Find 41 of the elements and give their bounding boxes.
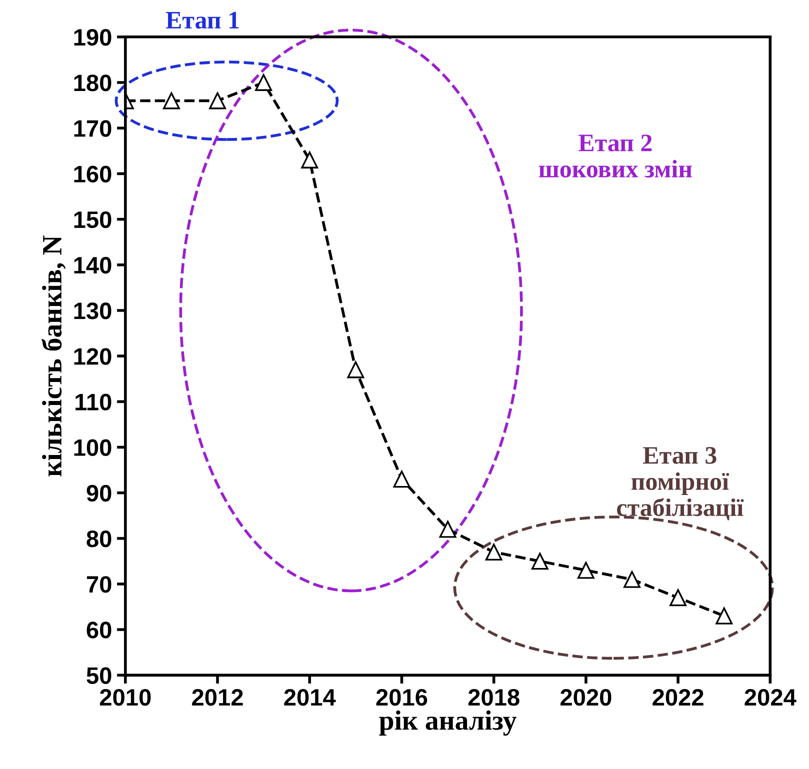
x-tick-label: 2012: [192, 689, 243, 706]
y-tick-label: 50: [86, 667, 112, 684]
y-tick-label: 170: [74, 120, 112, 137]
point: [301, 152, 318, 168]
point: [393, 470, 410, 488]
x-axis-title: рік аналізу: [379, 710, 516, 736]
point: [670, 589, 687, 606]
y-tick-label: 110: [76, 394, 112, 410]
x-tick-label: 2024: [744, 689, 796, 706]
x-tick-label: 2018: [468, 689, 520, 706]
y-tick-label: 190: [74, 28, 112, 46]
point: [162, 92, 180, 110]
x-tick-label: 2014: [284, 689, 336, 706]
point: [347, 361, 364, 378]
point: [577, 562, 594, 579]
point: [255, 74, 272, 91]
y-tick-label: 90: [86, 484, 112, 502]
y-tick-label: 120: [74, 348, 112, 365]
y-tick-label: 80: [86, 530, 112, 548]
x-tick-label: 2020: [560, 689, 612, 706]
point: [716, 607, 733, 624]
point: [485, 544, 502, 561]
y-tick-label: 180: [74, 74, 112, 92]
point: [209, 92, 226, 110]
x-tick-label: 2010: [100, 689, 151, 706]
point: [624, 570, 640, 588]
y-tick-label: 70: [86, 576, 112, 593]
y-tick-label: 160: [74, 166, 112, 182]
x-tick-label: 2016: [376, 689, 428, 706]
y-axis-title: кількість банків, N: [41, 236, 66, 476]
annotation: Етап 2 шокових змін: [538, 134, 692, 178]
y-tick-label: 150: [74, 211, 112, 228]
text: Етап 1: [166, 12, 239, 29]
y-tick-label: 100: [74, 439, 112, 456]
x-tick-label: 2022: [652, 689, 704, 706]
point: [439, 520, 456, 538]
y-tick-label: 60: [86, 622, 112, 638]
y-tick-label: 130: [74, 302, 112, 320]
y-tick-label: 140: [74, 256, 112, 274]
point: [531, 552, 548, 570]
annotation: Етап 3 помірної стабілізації: [617, 447, 744, 520]
